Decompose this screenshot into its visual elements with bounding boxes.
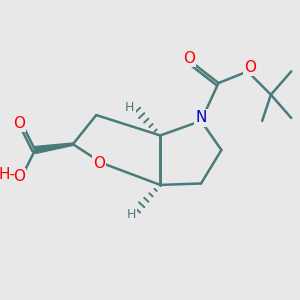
Text: O: O bbox=[183, 51, 195, 66]
Text: H: H bbox=[127, 208, 136, 220]
Text: H: H bbox=[125, 101, 134, 114]
Text: O: O bbox=[244, 59, 256, 74]
Polygon shape bbox=[34, 143, 73, 154]
Text: O: O bbox=[93, 156, 105, 171]
Text: N: N bbox=[195, 110, 207, 125]
Text: O: O bbox=[13, 169, 25, 184]
Text: H-: H- bbox=[0, 167, 16, 182]
Text: O: O bbox=[13, 116, 25, 131]
